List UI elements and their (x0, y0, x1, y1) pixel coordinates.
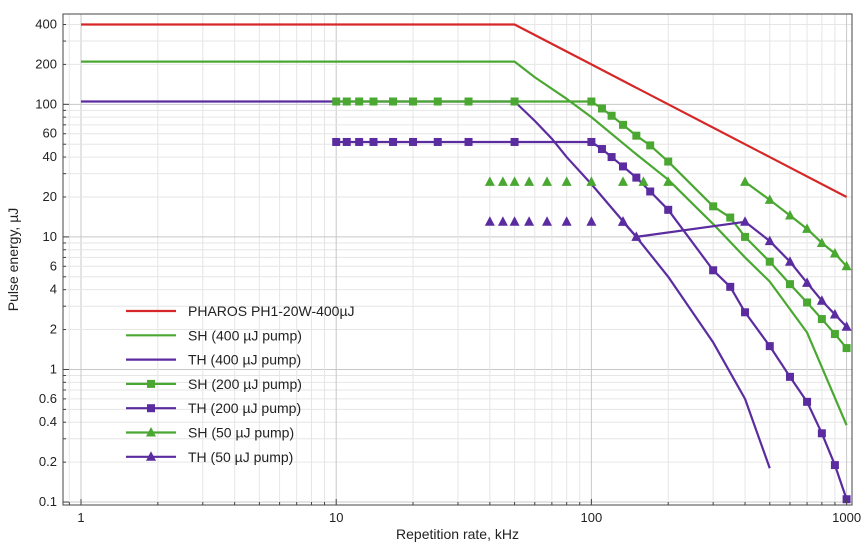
x-tick-label: 1000 (832, 510, 861, 525)
y-tick-label: 0.1 (39, 494, 57, 509)
data-point (726, 214, 734, 222)
legend-label: PHAROS PH1-20W-400µJ (188, 303, 355, 319)
y-tick-label: 0.6 (39, 391, 57, 406)
data-point (766, 342, 774, 350)
data-point (332, 138, 340, 146)
data-point (803, 398, 811, 406)
data-point (389, 98, 397, 106)
x-tick-label: 100 (581, 510, 603, 525)
data-point (619, 162, 627, 170)
data-point (343, 138, 351, 146)
x-tick-label: 10 (329, 510, 343, 525)
data-point (608, 153, 616, 161)
data-point (511, 138, 519, 146)
data-point (843, 344, 851, 352)
data-point (343, 98, 351, 106)
y-tick-label: 10 (43, 229, 57, 244)
legend-marker (147, 404, 155, 412)
y-tick-label: 20 (43, 189, 57, 204)
y-axis-label: Pulse energy, µJ (5, 208, 21, 312)
data-point (434, 98, 442, 106)
data-point (465, 98, 473, 106)
y-tick-label: 200 (35, 56, 57, 71)
y-tick-label: 6 (50, 258, 57, 273)
data-point (831, 461, 839, 469)
data-point (803, 298, 811, 306)
data-point (598, 145, 606, 153)
data-point (369, 138, 377, 146)
data-point (355, 138, 363, 146)
legend-marker (147, 380, 155, 388)
y-tick-label: 1 (50, 361, 57, 376)
data-point (766, 258, 774, 266)
data-point (786, 373, 794, 381)
y-tick-label: 0.4 (39, 414, 57, 429)
data-point (632, 174, 640, 182)
data-point (664, 158, 672, 166)
y-tick-label: 2 (50, 322, 57, 337)
data-point (434, 138, 442, 146)
data-point (831, 330, 839, 338)
y-tick-label: 40 (43, 149, 57, 164)
data-point (741, 233, 749, 241)
x-tick-label: 1 (77, 510, 84, 525)
y-tick-label: 60 (43, 126, 57, 141)
legend-label: TH (50 µJ pump) (188, 449, 293, 465)
data-point (646, 187, 654, 195)
data-point (409, 138, 417, 146)
y-tick-label: 4 (50, 282, 57, 297)
data-point (741, 308, 749, 316)
legend-label: SH (400 µJ pump) (188, 327, 302, 343)
data-point (511, 98, 519, 106)
data-point (709, 266, 717, 274)
data-point (409, 98, 417, 106)
data-point (818, 315, 826, 323)
y-tick-label: 0.2 (39, 454, 57, 469)
y-tick-label: 400 (35, 16, 57, 31)
data-point (632, 132, 640, 140)
data-point (369, 98, 377, 106)
data-point (355, 98, 363, 106)
legend-label: TH (200 µJ pump) (188, 400, 301, 416)
data-point (598, 104, 606, 112)
legend-label: TH (400 µJ pump) (188, 352, 301, 368)
legend-label: SH (200 µJ pump) (188, 376, 302, 392)
data-point (646, 141, 654, 149)
legend-label: SH (50 µJ pump) (188, 425, 294, 441)
x-axis-label: Repetition rate, kHz (396, 526, 519, 542)
data-point (709, 202, 717, 210)
data-point (619, 121, 627, 129)
data-point (332, 98, 340, 106)
data-point (587, 138, 595, 146)
data-point (664, 206, 672, 214)
data-point (587, 98, 595, 106)
data-point (786, 280, 794, 288)
data-point (818, 429, 826, 437)
data-point (608, 112, 616, 120)
data-point (465, 138, 473, 146)
data-point (726, 283, 734, 291)
data-point (389, 138, 397, 146)
y-tick-label: 100 (35, 96, 57, 111)
